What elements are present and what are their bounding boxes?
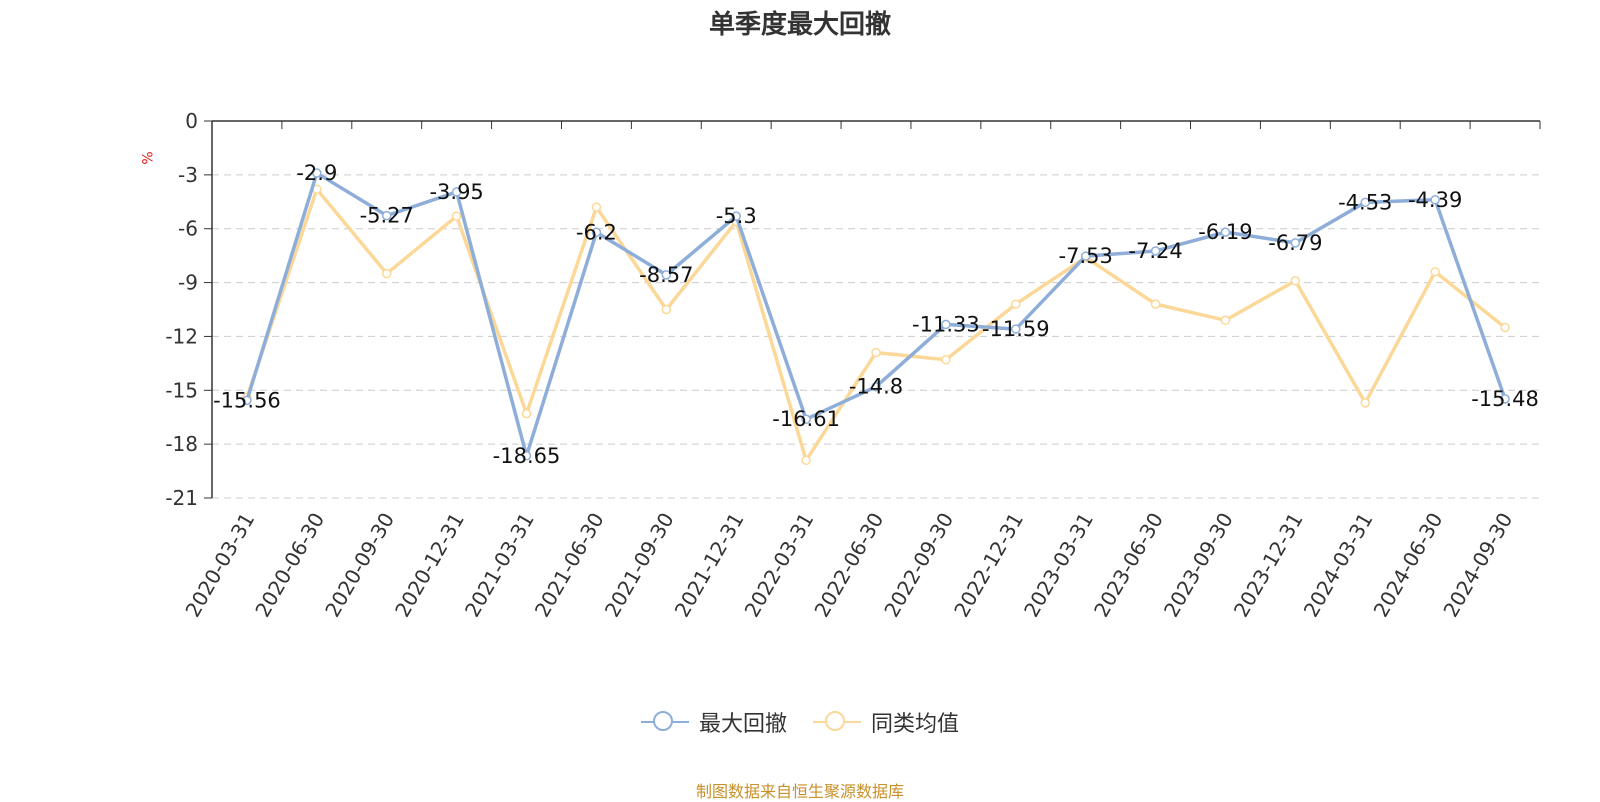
y-tick-label: -15 <box>165 378 198 402</box>
x-tick-label: 2022-12-31 <box>949 509 1028 622</box>
data-label: -6.79 <box>1268 231 1322 255</box>
x-tick-label: 2020-06-30 <box>250 509 329 622</box>
x-tick-label: 2020-03-31 <box>180 509 259 622</box>
data-label: -8.57 <box>639 263 693 287</box>
data-label: -15.56 <box>213 388 281 412</box>
data-point-1 <box>941 355 951 365</box>
data-point-0 <box>451 187 462 197</box>
data-point-0 <box>801 414 811 424</box>
data-label: -4.53 <box>1338 190 1392 214</box>
data-point-1 <box>801 455 811 466</box>
data-point-0 <box>941 319 951 330</box>
y-tick-label: 0 <box>185 109 198 133</box>
x-tick-label: 2024-03-31 <box>1299 509 1378 622</box>
legend-item-max-drawdown[interactable]: 最大回撤 <box>640 706 787 738</box>
x-tick-label: 2021-06-30 <box>530 509 609 622</box>
legend-item-peer-average[interactable]: 同类均值 <box>813 706 959 738</box>
data-point-0 <box>661 270 672 280</box>
data-point-1 <box>1011 299 1021 309</box>
x-tick-label: 2021-09-30 <box>600 509 679 622</box>
y-tick-label: -18 <box>165 432 198 456</box>
data-label: -5.27 <box>360 204 414 228</box>
data-label: -14.8 <box>849 375 903 399</box>
data-label: -11.33 <box>912 312 980 336</box>
data-point-0 <box>591 227 602 238</box>
legend-label-max-drawdown: 最大回撤 <box>698 712 787 737</box>
data-point-1 <box>1430 267 1440 277</box>
data-label: -16.61 <box>772 407 840 431</box>
data-point-0 <box>1150 246 1161 256</box>
data-point-0 <box>871 381 881 392</box>
data-point-0 <box>1220 227 1231 237</box>
data-source-note: 制图数据来自恒生聚源数据库 <box>695 782 904 801</box>
data-point-1 <box>521 408 532 419</box>
data-point-1 <box>1500 322 1510 333</box>
data-point-1 <box>381 268 392 279</box>
data-point-1 <box>1360 398 1371 408</box>
data-label: -18.65 <box>493 444 561 468</box>
data-point-0 <box>1360 197 1371 208</box>
data-label: -11.59 <box>982 317 1050 341</box>
legend: 最大回撤 同类均值 <box>0 706 1600 738</box>
data-point-0 <box>1011 324 1021 334</box>
data-point-0 <box>1080 251 1091 261</box>
data-point-1 <box>1220 315 1231 326</box>
y-tick-label: -9 <box>178 271 198 295</box>
x-tick-label: 2021-12-31 <box>670 509 749 622</box>
data-label: -7.24 <box>1128 239 1182 263</box>
data-label: -7.53 <box>1059 244 1113 268</box>
data-point-1 <box>1290 276 1301 286</box>
data-point-1 <box>451 211 462 221</box>
data-point-0 <box>521 451 532 461</box>
data-label: -4.39 <box>1408 188 1462 212</box>
data-point-1 <box>871 347 881 358</box>
chart-canvas: 0-3-6-9-12-15-18-212020-03-312020-06-302… <box>165 109 1541 622</box>
x-tick-label: 2024-06-30 <box>1369 509 1448 622</box>
data-point-1 <box>1150 299 1161 309</box>
x-tick-label: 2022-09-30 <box>879 509 958 622</box>
x-tick-label: 2020-12-31 <box>390 509 469 622</box>
x-tick-label: 2020-09-30 <box>320 509 399 622</box>
chart-title: 单季度最大回撤 <box>708 10 891 40</box>
x-tick-label: 2023-12-31 <box>1229 509 1308 622</box>
y-tick-label: -21 <box>165 486 198 510</box>
data-point-0 <box>381 210 392 221</box>
data-point-0 <box>242 395 252 406</box>
data-label: -2.9 <box>296 161 337 185</box>
legend-marker-max-drawdown-icon <box>640 710 689 734</box>
data-point-1 <box>591 202 602 212</box>
data-label: -3.95 <box>429 180 483 204</box>
x-tick-label: 2023-06-30 <box>1089 509 1168 622</box>
data-point-1 <box>661 304 672 315</box>
data-point-0 <box>731 211 741 221</box>
data-label: -6.2 <box>576 220 617 244</box>
data-point-0 <box>312 168 322 178</box>
x-tick-label: 2022-06-30 <box>809 509 888 622</box>
data-label: -6.19 <box>1198 220 1252 244</box>
legend-marker-peer-average-icon <box>813 710 861 734</box>
y-tick-label: -12 <box>165 324 198 348</box>
x-tick-label: 2023-03-31 <box>1019 509 1098 622</box>
x-tick-label: 2022-03-31 <box>740 509 819 622</box>
x-tick-label: 2021-03-31 <box>460 509 539 622</box>
x-tick-label: 2024-09-30 <box>1438 509 1517 622</box>
data-point-0 <box>1430 195 1440 205</box>
x-tick-label: 2023-09-30 <box>1159 509 1238 622</box>
data-label: -15.48 <box>1471 387 1539 411</box>
y-tick-label: -3 <box>178 163 198 187</box>
data-label: -5.3 <box>716 204 757 228</box>
y-tick-label: -6 <box>178 217 198 241</box>
legend-label-peer-average: 同类均值 <box>871 712 960 737</box>
data-point-0 <box>1290 238 1301 248</box>
data-point-0 <box>1500 394 1510 404</box>
